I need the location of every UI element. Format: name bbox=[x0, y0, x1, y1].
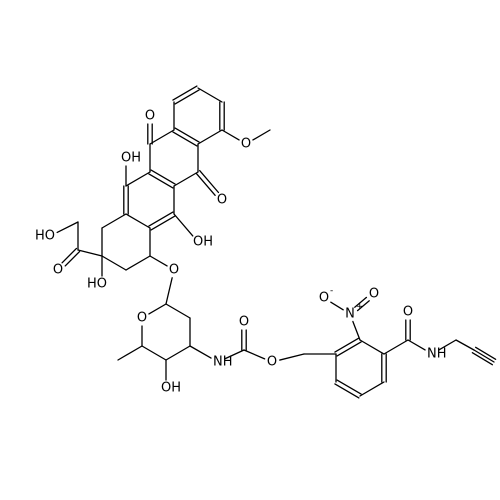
bond bbox=[149, 255, 168, 267]
bond bbox=[352, 320, 361, 341]
bond bbox=[148, 303, 167, 315]
bond bbox=[438, 339, 457, 351]
atom-charge: - bbox=[330, 286, 333, 296]
atom-label: O bbox=[403, 305, 413, 320]
bond bbox=[172, 85, 198, 101]
bond bbox=[252, 129, 271, 141]
bond bbox=[61, 247, 78, 264]
atom-label: O bbox=[217, 193, 227, 208]
bond bbox=[165, 277, 173, 305]
bond bbox=[173, 171, 199, 187]
bond bbox=[173, 213, 194, 237]
bond bbox=[148, 211, 174, 227]
atom-label: O bbox=[369, 287, 379, 302]
bond bbox=[125, 255, 151, 271]
bond bbox=[101, 213, 127, 229]
bond bbox=[101, 255, 127, 271]
atom-charge: + bbox=[356, 302, 364, 312]
bond bbox=[356, 300, 370, 312]
bond bbox=[354, 296, 368, 308]
bond bbox=[150, 215, 176, 231]
bond bbox=[56, 221, 79, 234]
bond bbox=[149, 129, 175, 145]
bond bbox=[336, 341, 362, 357]
bond bbox=[174, 89, 200, 105]
atom-label: O bbox=[53, 263, 63, 278]
bond bbox=[174, 127, 200, 143]
bond bbox=[471, 352, 494, 366]
bond bbox=[195, 172, 216, 197]
bond bbox=[359, 381, 385, 397]
bond bbox=[279, 353, 305, 361]
atom-label: O bbox=[241, 137, 251, 152]
atom-label: O bbox=[145, 109, 155, 124]
atom-label: HO bbox=[87, 277, 107, 292]
atom-label: NH bbox=[427, 347, 447, 362]
bond bbox=[334, 337, 360, 353]
bond bbox=[197, 129, 223, 145]
bond bbox=[199, 169, 220, 194]
bond bbox=[117, 345, 143, 361]
bond bbox=[64, 250, 81, 267]
bond bbox=[77, 249, 103, 257]
bond bbox=[165, 303, 191, 319]
bond bbox=[148, 173, 174, 189]
atom-label: N bbox=[345, 307, 355, 322]
atom-label: O bbox=[137, 311, 147, 326]
bond bbox=[150, 169, 176, 185]
atom-label: O bbox=[267, 355, 277, 370]
bond bbox=[330, 301, 344, 311]
bond bbox=[473, 349, 495, 363]
atom-label: HO bbox=[35, 229, 55, 244]
bond bbox=[455, 339, 475, 351]
bond bbox=[243, 349, 266, 360]
bond bbox=[224, 349, 245, 360]
bond bbox=[474, 346, 497, 360]
atom-label: NH bbox=[213, 355, 233, 370]
bond bbox=[141, 345, 167, 361]
bond bbox=[359, 339, 385, 355]
bond bbox=[407, 339, 426, 351]
bond bbox=[189, 345, 212, 359]
bond bbox=[334, 383, 360, 399]
bond bbox=[383, 339, 409, 355]
bond bbox=[221, 129, 240, 141]
bond bbox=[125, 171, 151, 187]
atom-label: O bbox=[319, 291, 329, 306]
bond bbox=[172, 131, 198, 147]
bond bbox=[165, 345, 191, 361]
atom-label: OH bbox=[121, 151, 141, 166]
bond bbox=[336, 379, 362, 395]
bond bbox=[125, 213, 151, 229]
atom-label: O bbox=[169, 263, 179, 278]
atom-label: OH bbox=[161, 381, 181, 396]
atom-label: O bbox=[239, 315, 249, 330]
atom-label: OH bbox=[193, 235, 213, 250]
bond bbox=[197, 87, 223, 103]
